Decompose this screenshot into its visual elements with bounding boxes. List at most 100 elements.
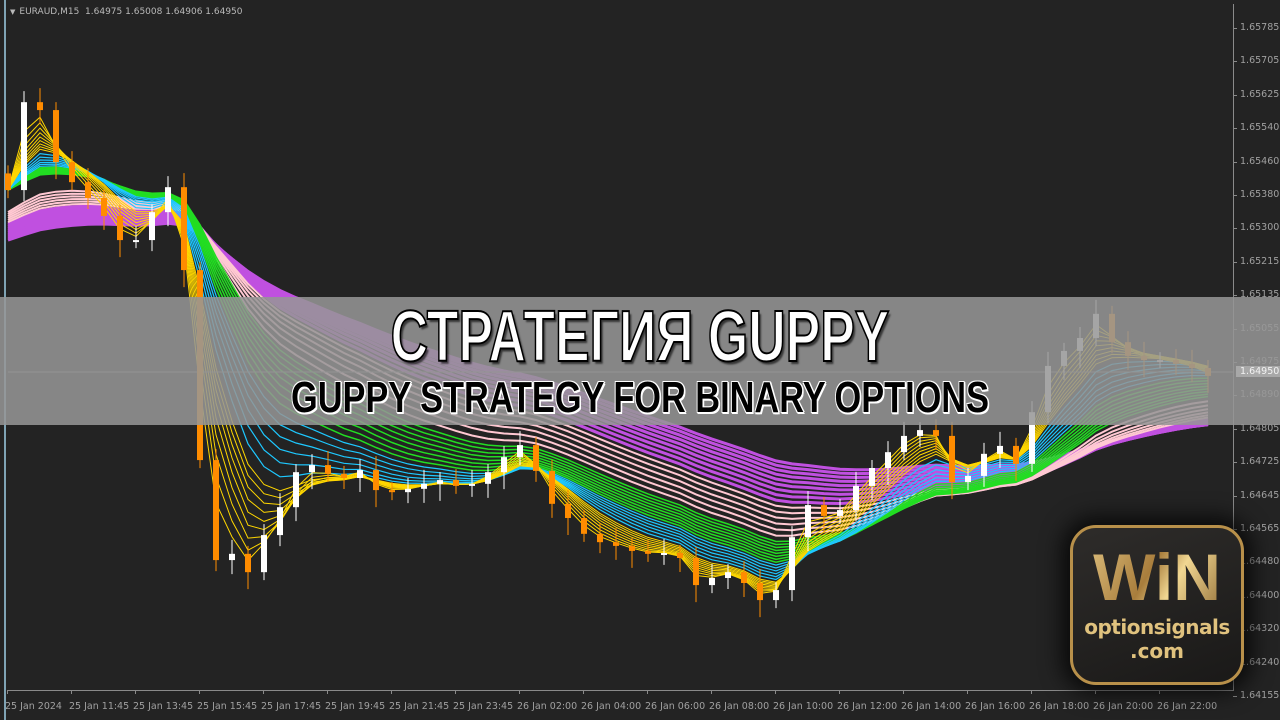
time-tick-label: 25 Jan 13:45 xyxy=(133,701,194,712)
price-tick-label: 1.65215 xyxy=(1240,255,1280,267)
candle xyxy=(757,583,763,601)
candle xyxy=(837,510,843,516)
candle xyxy=(597,533,603,543)
time-tick-label: 25 Jan 23:45 xyxy=(453,701,514,712)
candle xyxy=(805,505,811,538)
candle xyxy=(709,578,715,586)
candle xyxy=(821,505,827,516)
price-tick-label: 1.65380 xyxy=(1240,189,1280,200)
candle xyxy=(69,162,75,183)
candle xyxy=(357,470,363,478)
candle xyxy=(949,435,955,483)
mma-line-19 xyxy=(7,172,1209,546)
time-tick-label: 26 Jan 04:00 xyxy=(581,701,642,712)
price-tick-label: 1.65300 xyxy=(1240,222,1280,234)
time-tick xyxy=(199,690,200,694)
price-tick xyxy=(1233,161,1237,163)
time-tick-label: 26 Jan 08:00 xyxy=(709,701,770,712)
price-tick xyxy=(1233,128,1237,130)
candle xyxy=(581,518,587,534)
price-tick-label: 1.64565 xyxy=(1240,523,1280,534)
price-tick xyxy=(1233,94,1237,96)
candle xyxy=(405,488,411,493)
price-tick-label: 1.64805 xyxy=(1240,422,1280,434)
mma-line-10 xyxy=(7,161,1209,572)
candle xyxy=(629,545,635,551)
price-tick-label: 1.64155 xyxy=(1240,690,1280,701)
time-tick-label: 25 Jan 19:45 xyxy=(325,701,386,712)
price-tick-label: 1.65785 xyxy=(1240,22,1280,33)
candle xyxy=(213,460,219,561)
candle xyxy=(1013,445,1019,464)
candle xyxy=(901,435,907,453)
candle xyxy=(309,465,315,473)
symbol-label: EURAUD,M15 xyxy=(19,7,80,17)
candle xyxy=(437,480,443,484)
time-tick xyxy=(263,690,264,694)
candle xyxy=(53,110,59,163)
time-tick xyxy=(647,690,648,694)
mma-line-15 xyxy=(7,168,1209,558)
time-tick-label: 25 Jan 2024 xyxy=(5,701,62,712)
candle xyxy=(325,465,331,474)
logo-site: optionsignals xyxy=(1084,615,1230,639)
candle xyxy=(853,485,859,511)
time-tick xyxy=(839,690,840,694)
win-optionsignals-logo: WiN optionsignals .com xyxy=(1070,525,1244,685)
candle xyxy=(389,490,395,493)
candle xyxy=(645,550,651,554)
logo-brand: WiN xyxy=(1073,542,1241,612)
price-tick xyxy=(1233,295,1237,297)
time-tick-label: 25 Jan 15:45 xyxy=(197,701,258,712)
dropdown-triangle-icon[interactable]: ▼ xyxy=(10,8,16,16)
candle xyxy=(373,470,379,491)
price-tick xyxy=(1233,228,1237,230)
price-tick-label: 1.65460 xyxy=(1240,155,1280,167)
time-tick xyxy=(711,690,712,694)
time-tick-label: 26 Jan 14:00 xyxy=(901,701,962,712)
price-tick xyxy=(1233,495,1237,497)
candle xyxy=(293,472,299,508)
time-tick-label: 25 Jan 21:45 xyxy=(389,701,450,712)
price-tick xyxy=(1233,61,1237,63)
candle xyxy=(613,542,619,546)
mma-line-12 xyxy=(7,165,1209,566)
candle xyxy=(1029,412,1035,464)
candle xyxy=(517,445,523,458)
candle xyxy=(981,453,987,476)
candle xyxy=(165,187,171,213)
time-tick xyxy=(583,690,584,694)
time-tick-label: 26 Jan 10:00 xyxy=(773,701,834,712)
price-tick xyxy=(1233,428,1237,430)
candle xyxy=(997,445,1003,454)
candle xyxy=(661,553,667,555)
candle xyxy=(725,572,731,578)
symbol-info: ▼ EURAUD,M15 1.64975 1.65008 1.64906 1.64… xyxy=(10,7,243,17)
mma-line-11 xyxy=(7,163,1209,569)
candle xyxy=(149,212,155,241)
mma-line-17 xyxy=(7,170,1209,552)
price-tick-label: 1.65135 xyxy=(1240,289,1280,301)
candle xyxy=(229,553,235,561)
candle xyxy=(37,102,43,111)
time-tick-label: 26 Jan 06:00 xyxy=(645,701,706,712)
price-tick xyxy=(1233,529,1237,530)
candle xyxy=(789,537,795,591)
candle xyxy=(501,457,507,473)
candle xyxy=(101,198,107,216)
candle xyxy=(21,102,27,191)
price-tick-label: 1.64240 xyxy=(1240,656,1280,668)
price-tick xyxy=(1233,261,1237,263)
candle xyxy=(773,590,779,601)
mma-line-14 xyxy=(7,167,1209,561)
banner-title: СТРАТЕГИЯ GUPPY xyxy=(390,296,890,378)
time-tick xyxy=(391,690,392,694)
price-tick-label: 1.64480 xyxy=(1240,556,1280,568)
mma-line-9 xyxy=(7,159,1209,575)
mma-line-2 xyxy=(7,116,1209,594)
candle xyxy=(693,558,699,586)
time-tick xyxy=(775,690,776,694)
candle xyxy=(917,430,923,436)
price-tick-label: 1.64400 xyxy=(1240,589,1280,601)
candle xyxy=(869,468,875,486)
